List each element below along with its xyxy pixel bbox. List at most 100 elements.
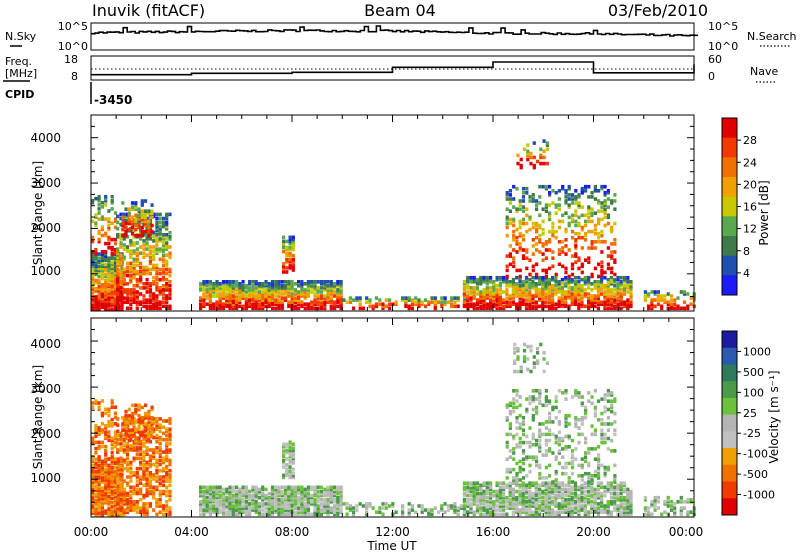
power-cell (288, 241, 292, 246)
power-cell (518, 296, 522, 300)
velocity-cell (142, 423, 146, 427)
power-cell (603, 296, 607, 300)
velocity-cell (287, 493, 291, 498)
power-cell (564, 277, 568, 282)
power-cell (244, 296, 248, 300)
power-cell (148, 282, 152, 286)
velocity-cell (505, 504, 509, 508)
velocity-cell (148, 454, 152, 458)
velocity-cell (619, 483, 623, 488)
power-cell (228, 282, 232, 286)
power-cell (152, 296, 156, 300)
power-cell (577, 288, 581, 292)
velocity-cell (113, 494, 118, 499)
power-cell (94, 264, 98, 269)
power-cell (616, 275, 620, 280)
velocity-cell (199, 506, 203, 510)
power-cell (492, 288, 496, 292)
power-cell (310, 306, 314, 311)
velocity-cell (554, 504, 558, 508)
velocity-cell (238, 498, 242, 502)
velocity-cell (587, 476, 591, 480)
power-cell (137, 217, 141, 222)
power-cell (453, 296, 457, 300)
power-cell (485, 288, 489, 292)
velocity-cell (142, 475, 146, 479)
velocity-cell (158, 458, 162, 463)
velocity-cell (94, 461, 98, 466)
power-cell (538, 184, 542, 189)
power-cell (254, 290, 258, 294)
velocity-cell (557, 430, 561, 435)
velocity-cell (291, 454, 295, 459)
velocity-cell (475, 491, 480, 496)
velocity-cell (212, 485, 216, 490)
power-cell (140, 225, 144, 230)
power-cell (600, 284, 604, 288)
velocity-cell (544, 491, 548, 496)
power-cell (663, 298, 667, 302)
power-cell (339, 304, 343, 309)
power-cell (119, 269, 123, 274)
power-cell (124, 231, 128, 236)
power-cell (274, 306, 278, 311)
velocity-cell (313, 491, 317, 496)
power-cell (122, 280, 126, 284)
velocity-cell (329, 491, 333, 496)
power-cell (593, 280, 597, 284)
power-cell (495, 288, 499, 292)
power-cell (165, 241, 169, 245)
velocity-cell (505, 476, 509, 480)
velocity-cell (564, 483, 568, 488)
velocity-cell (125, 481, 130, 485)
power-cell (139, 300, 143, 304)
velocity-cell (122, 498, 126, 502)
power-cell (511, 302, 515, 306)
velocity-cell (291, 446, 295, 451)
velocity-cell (293, 512, 297, 517)
velocity-cell (125, 498, 130, 502)
power-cell (165, 226, 169, 231)
velocity-cell (287, 498, 291, 502)
velocity-cell (323, 500, 327, 504)
power-cell (267, 284, 271, 288)
power-cell (323, 288, 327, 292)
velocity-cell (574, 389, 578, 393)
velocity-cell (125, 460, 130, 465)
velocity-cell (284, 502, 288, 506)
power-cell (580, 284, 584, 288)
velocity-cell (547, 498, 551, 502)
power-cell (466, 304, 470, 309)
power-cell (287, 282, 291, 286)
velocity-cell (557, 495, 561, 500)
power-cell (525, 250, 529, 254)
power-cell (113, 211, 118, 215)
velocity-cell (303, 504, 307, 508)
velocity-cell (626, 508, 630, 512)
power-cell (512, 260, 516, 264)
velocity-cell (339, 489, 343, 494)
velocity-cell (91, 503, 95, 507)
power-cell (613, 250, 617, 254)
power-cell (609, 304, 613, 309)
velocity-cell (152, 448, 156, 452)
velocity-cell (567, 461, 571, 466)
velocity-cell (113, 430, 118, 434)
velocity-cell (97, 503, 101, 507)
power-cell (284, 280, 288, 284)
velocity-cell (155, 498, 159, 502)
velocity-cell (122, 450, 126, 454)
velocity-cell (285, 457, 289, 461)
power-cell (534, 286, 538, 290)
power-cell (466, 280, 470, 284)
velocity-cell (110, 486, 114, 491)
power-cell (378, 298, 382, 302)
power-cell (531, 286, 535, 290)
velocity-cell (97, 440, 101, 445)
velocity-cell (100, 476, 104, 480)
power-cell (158, 249, 162, 253)
power-cell (329, 290, 333, 294)
power-cell (508, 209, 512, 213)
power-cell (132, 300, 136, 304)
